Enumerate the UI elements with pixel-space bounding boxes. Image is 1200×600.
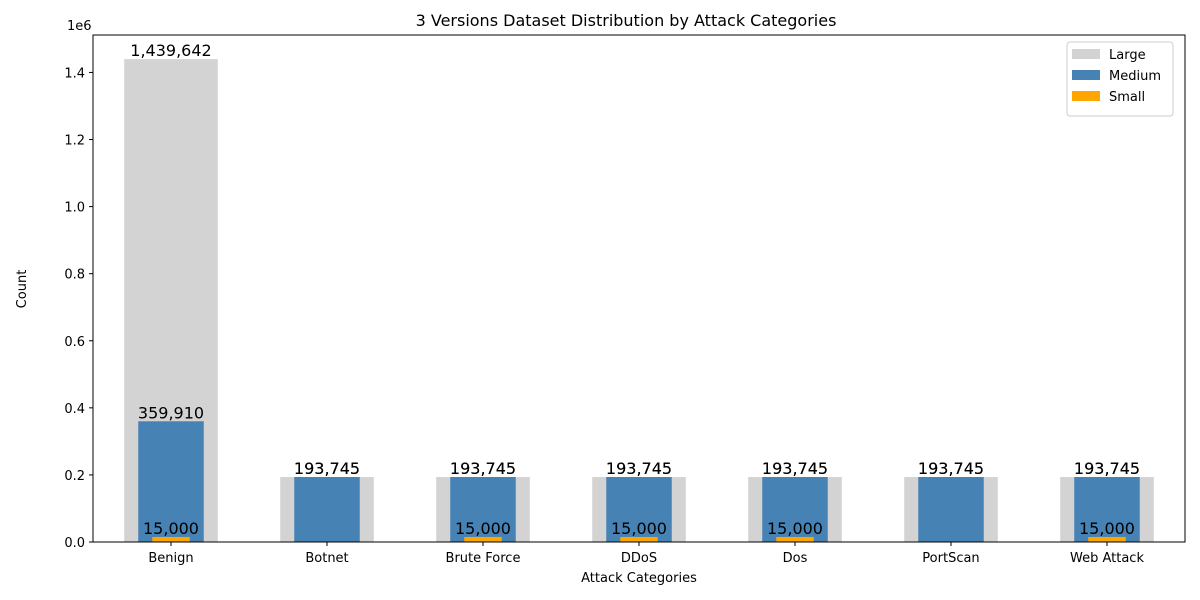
- value-label: 193,745: [450, 459, 516, 478]
- x-tick-label: Web Attack: [1070, 551, 1144, 566]
- value-label: 193,745: [1074, 459, 1140, 478]
- x-tick-label: Dos: [783, 551, 808, 566]
- bar: [606, 477, 672, 542]
- bar: [620, 536, 658, 542]
- value-label: 193,745: [450, 459, 516, 478]
- value-label: 193,745: [606, 459, 672, 478]
- y-tick-label: 0.4: [64, 402, 85, 417]
- bar: [294, 477, 360, 542]
- legend-swatch: [1072, 70, 1100, 80]
- bar: [1074, 477, 1140, 542]
- legend-label: Medium: [1109, 69, 1161, 84]
- value-label: 15,000: [611, 519, 667, 538]
- x-tick-label: DDoS: [621, 551, 657, 566]
- x-tick-label: Brute Force: [446, 551, 521, 566]
- y-tick-label: 0.2: [64, 469, 85, 484]
- bar: [464, 536, 502, 542]
- value-label: 193,745: [918, 459, 984, 478]
- bar: [450, 477, 516, 542]
- y-tick-label: 1.0: [64, 201, 85, 216]
- value-label: 1,439,642: [130, 41, 211, 60]
- bar: [1088, 536, 1126, 542]
- value-label: 193,745: [1074, 459, 1140, 478]
- x-tick-label: Benign: [148, 551, 193, 566]
- value-label: 193,745: [294, 459, 360, 478]
- legend: Large Medium Small: [1066, 41, 1174, 117]
- value-label: 193,745: [762, 459, 828, 478]
- value-label: 193,745: [762, 459, 828, 478]
- legend-swatch: [1072, 49, 1100, 59]
- bar: [776, 536, 814, 542]
- x-tick-label: Botnet: [305, 551, 348, 566]
- y-tick-label: 0.8: [64, 268, 85, 283]
- x-axis-label: Attack Categories: [581, 571, 697, 586]
- value-label: 193,745: [918, 459, 984, 478]
- legend-label: Large: [1109, 48, 1146, 63]
- y-tick-label: 0.0: [64, 536, 85, 551]
- x-tick-label: PortScan: [922, 551, 979, 566]
- value-label: 15,000: [1079, 519, 1135, 538]
- chart-title: 3 Versions Dataset Distribution by Attac…: [416, 11, 837, 30]
- y-axis-label: Count: [15, 270, 30, 309]
- value-label: 15,000: [455, 519, 511, 538]
- value-label: 193,745: [294, 459, 360, 478]
- legend-swatch: [1072, 91, 1100, 101]
- value-label: 15,000: [143, 519, 199, 538]
- legend-label: Small: [1109, 90, 1145, 105]
- value-label: 193,745: [606, 459, 672, 478]
- y-tick-label: 1.2: [64, 134, 85, 149]
- y-offset-label: 1e6: [67, 19, 92, 34]
- value-label: 15,000: [767, 519, 823, 538]
- y-tick-label: 0.6: [64, 335, 85, 350]
- value-label: 359,910: [138, 403, 204, 422]
- bar: [762, 477, 828, 542]
- y-tick-label: 1.4: [64, 66, 85, 81]
- plot-frame: [92, 34, 1186, 543]
- bar: [918, 477, 984, 542]
- bar: [152, 536, 190, 542]
- bar: [138, 421, 204, 542]
